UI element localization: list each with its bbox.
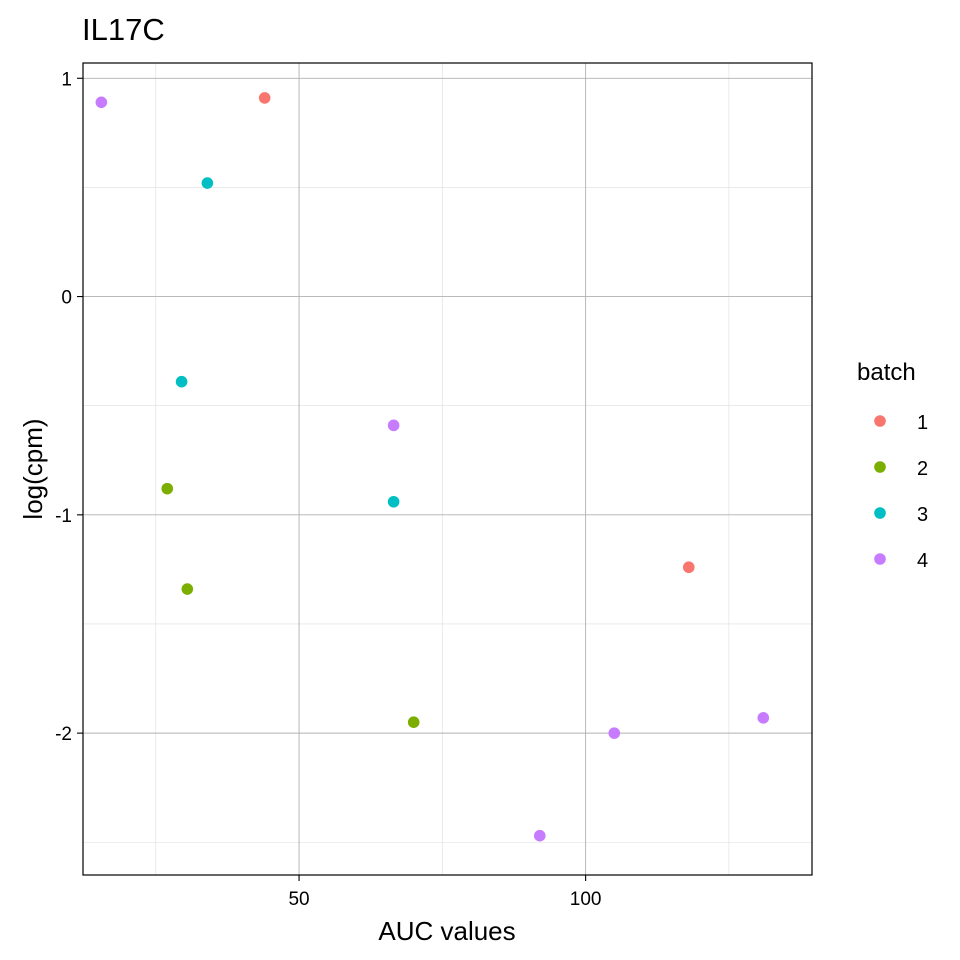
plot-panel-border xyxy=(82,62,813,876)
y-axis-title: log(cpm) xyxy=(18,418,48,519)
legend-title: batch xyxy=(857,359,916,386)
x-axis-title: AUC values xyxy=(378,916,515,946)
data-point-batch-3 xyxy=(201,177,214,189)
x-tick-label: 50 xyxy=(288,889,309,910)
data-point-batch-2 xyxy=(407,716,420,729)
y-tick-label: 0 xyxy=(61,288,72,309)
y-tick-label: -2 xyxy=(55,724,72,745)
grid xyxy=(83,63,812,875)
data-point-batch-3 xyxy=(175,375,188,388)
legend-label-4: 4 xyxy=(917,550,928,572)
legend-label-1: 1 xyxy=(917,412,928,434)
data-point-batch-4 xyxy=(95,96,108,109)
legend-key-3 xyxy=(874,507,886,519)
x-tick-label: 100 xyxy=(570,889,602,910)
data-point-batch-2 xyxy=(181,583,194,595)
data-point-batch-4 xyxy=(757,712,770,724)
legend-label-3: 3 xyxy=(917,504,928,526)
data-points xyxy=(95,92,770,842)
chart-title: IL17C xyxy=(82,12,165,47)
legend-label-2: 2 xyxy=(917,458,928,480)
data-point-batch-4 xyxy=(533,829,546,842)
data-point-batch-2 xyxy=(161,482,174,495)
data-point-batch-1 xyxy=(258,92,271,104)
data-point-batch-4 xyxy=(608,727,621,739)
x-axis: 50 100 xyxy=(288,875,601,910)
y-tick-label: -1 xyxy=(55,506,72,527)
data-point-batch-3 xyxy=(387,495,400,508)
legend-key-4 xyxy=(874,553,886,565)
data-point-batch-1 xyxy=(682,561,695,574)
legend: batch 1 2 3 4 xyxy=(857,359,928,572)
data-point-batch-4 xyxy=(387,419,400,432)
y-axis: 1 0 -1 -2 xyxy=(55,69,83,745)
y-tick-label: 1 xyxy=(61,69,72,90)
legend-key-1 xyxy=(874,415,886,427)
legend-key-2 xyxy=(874,461,886,473)
